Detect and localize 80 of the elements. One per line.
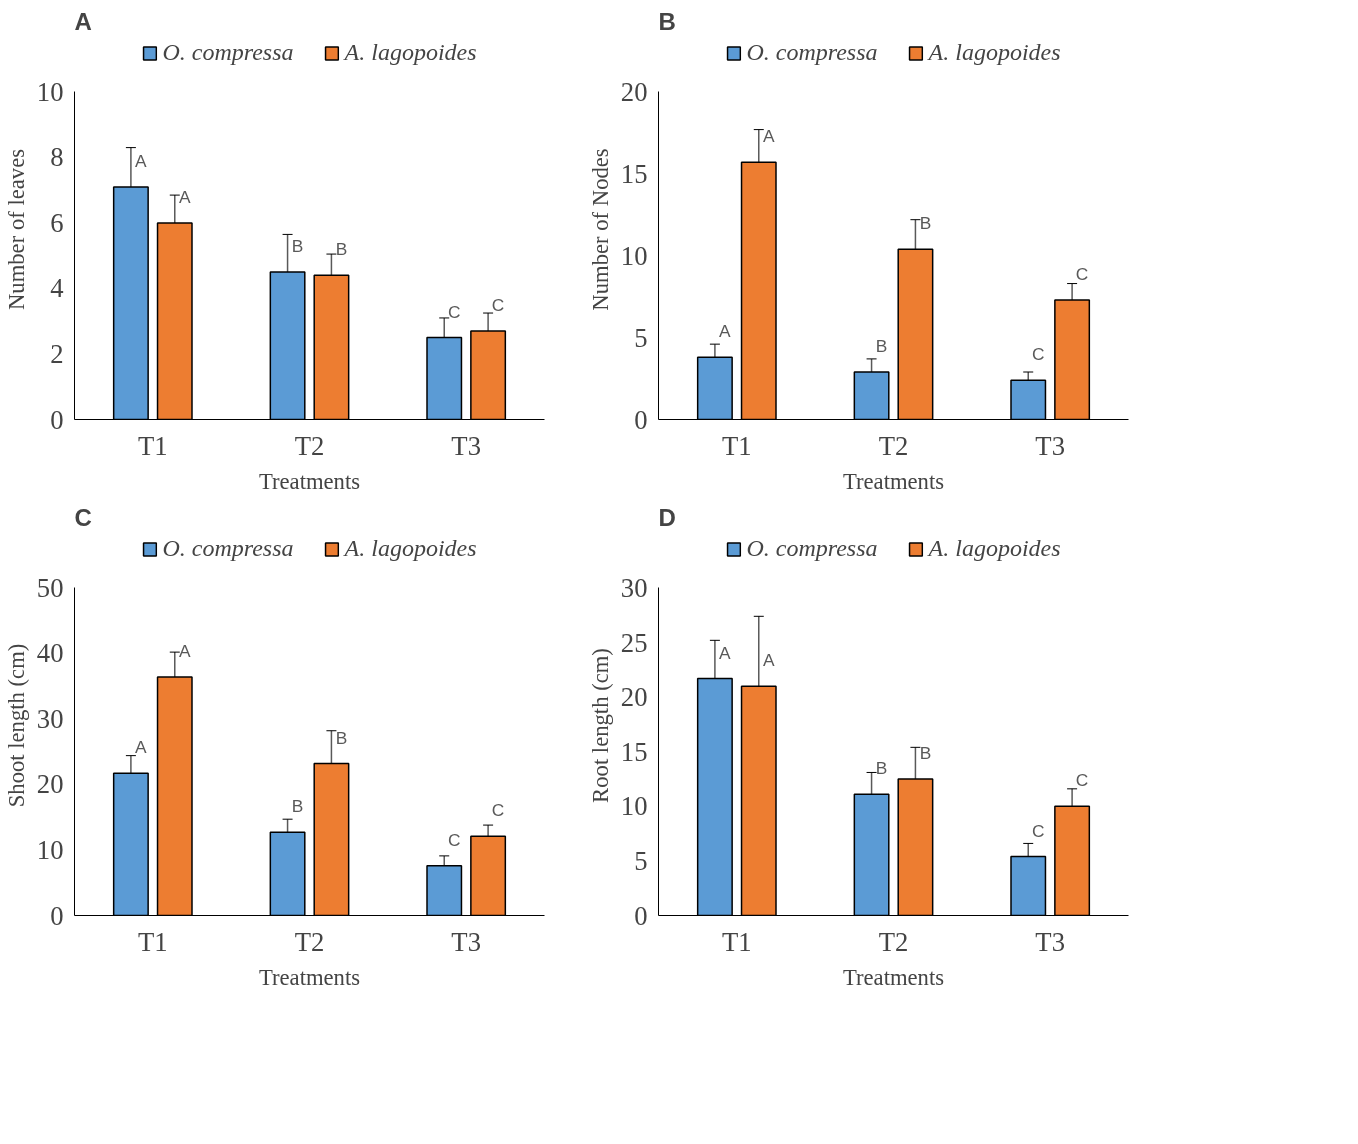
y-tick-label: 0: [50, 404, 64, 435]
y-tick-label: 5: [634, 322, 648, 353]
data-label: B: [291, 796, 304, 817]
data-label: C: [447, 301, 461, 322]
y-tick-label: 10: [36, 834, 64, 865]
y-tick-label: 0: [634, 404, 648, 435]
x-tick-label: T1: [138, 430, 168, 461]
x-tick-label: T2: [294, 430, 325, 461]
y-tick-label: 30: [620, 572, 648, 603]
x-tick-label: T3: [451, 430, 481, 461]
y-tick-label: 8: [50, 142, 64, 173]
chart-title: A: [74, 7, 92, 35]
y-tick-label: 25: [620, 627, 648, 658]
data-label: B: [335, 727, 348, 748]
y-tick-label: 20: [620, 76, 648, 107]
x-tick-label: T3: [451, 926, 481, 957]
y-tick-label: 15: [620, 158, 648, 189]
chart-title: D: [658, 503, 676, 531]
legend-label: O. compressa: [746, 39, 878, 66]
y-axis-title: Root length (cm): [587, 648, 613, 803]
y-tick-label: 0: [634, 900, 648, 931]
y-axis-title: Number of Nodes: [587, 148, 613, 311]
y-tick-label: 0: [50, 900, 64, 931]
x-tick-label: T1: [722, 926, 752, 957]
data-label: A: [135, 737, 148, 758]
y-tick-label: 20: [620, 682, 648, 713]
x-tick-label: T3: [1035, 430, 1065, 461]
legend-label: O. compressa: [162, 535, 294, 562]
y-tick-label: 10: [620, 791, 648, 822]
data-label: A: [719, 321, 732, 342]
data-label: C: [1031, 820, 1045, 841]
data-label: A: [762, 126, 775, 147]
x-tick-label: T3: [1035, 926, 1065, 957]
data-label: A: [762, 650, 775, 671]
data-label: A: [135, 150, 148, 171]
x-tick-label: T2: [294, 926, 325, 957]
x-axis-title: Treatments: [842, 964, 945, 990]
data-label: C: [491, 295, 505, 316]
y-tick-label: 2: [50, 338, 64, 369]
data-label: B: [875, 336, 888, 356]
y-tick-label: 10: [620, 240, 648, 271]
data-label: A: [178, 186, 191, 207]
x-tick-label: T2: [878, 926, 909, 957]
y-tick-label: 40: [36, 638, 64, 669]
y-axis-title: Shoot length (cm): [3, 643, 29, 808]
data-label: B: [291, 236, 304, 257]
legend-label: O. compressa: [746, 535, 878, 562]
chart-title: B: [658, 7, 676, 35]
y-axis-title: Number of leaves: [3, 148, 29, 311]
x-axis-title: Treatments: [258, 468, 361, 494]
y-tick-label: 50: [36, 572, 64, 603]
legend-label: A. lagopoides: [344, 535, 477, 562]
data-label: A: [178, 641, 191, 662]
data-label: B: [875, 758, 888, 779]
x-axis-title: Treatments: [258, 964, 361, 990]
data-label: C: [1075, 770, 1089, 791]
data-label: C: [491, 800, 505, 821]
y-tick-label: 5: [634, 845, 648, 876]
y-tick-label: 15: [620, 736, 648, 767]
legend-label: O. compressa: [162, 39, 294, 66]
x-axis-title: Treatments: [842, 468, 945, 494]
y-tick-label: 30: [36, 703, 64, 734]
data-label: B: [919, 213, 932, 234]
x-tick-label: T1: [722, 430, 752, 461]
y-tick-label: 4: [50, 273, 64, 304]
y-tick-label: 20: [36, 769, 64, 800]
chart-title: C: [74, 503, 92, 531]
y-tick-label: 6: [50, 207, 64, 238]
data-label: B: [335, 239, 348, 260]
x-tick-label: T1: [138, 926, 168, 957]
data-label: C: [447, 829, 461, 850]
data-label: B: [919, 743, 932, 764]
legend-label: A. lagopoides: [344, 39, 477, 66]
legend-label: A. lagopoides: [928, 39, 1061, 66]
data-label: A: [719, 642, 732, 663]
data-label: C: [1075, 263, 1089, 284]
y-tick-label: 10: [36, 76, 64, 107]
data-label: C: [1031, 344, 1045, 365]
x-tick-label: T2: [878, 430, 909, 461]
legend-label: A. lagopoides: [928, 535, 1061, 562]
